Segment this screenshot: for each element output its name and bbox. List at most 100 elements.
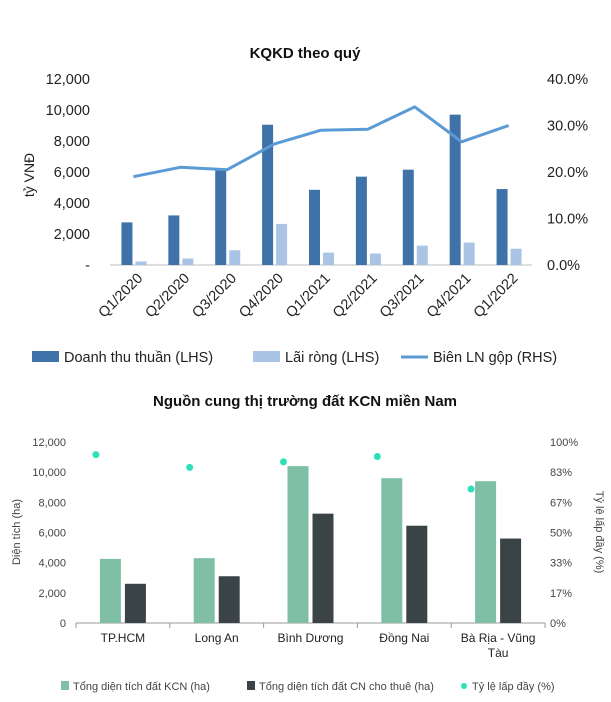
chart-2-x-ticks: TP.HCM Long An Bình Dương Đồng Nai Bà Rịa - … xyxy=(101,631,536,660)
chart-2-category-tick-marks xyxy=(75,623,546,628)
chart-2-legend: Tổng diện tích đất KCN (ha) Tổng diện tí… xyxy=(61,681,555,693)
bar-net-profit-q1-2021 xyxy=(323,252,334,265)
bar-net-profit-q3-2021 xyxy=(416,245,428,265)
bar-revenue-q1-2021 xyxy=(309,189,320,265)
bar-leasable-land-tp-hcm xyxy=(124,583,146,623)
y2-tick-label: 50% xyxy=(550,528,572,540)
y-tick-label: 8,000 xyxy=(54,134,90,150)
x-tick-label: Q1/2021 xyxy=(283,271,334,322)
line-gross-margin xyxy=(133,105,510,179)
chart-1-legend: Doanh thu thuần (LHS) Lãi ròng (LHS) Biê… xyxy=(32,350,557,366)
y-tick-label: 12,000 xyxy=(46,72,90,88)
chart-2-occupancy-points xyxy=(92,451,475,493)
x-tick-label: Q3/2020 xyxy=(189,271,240,322)
y2-tick-label: 40.0% xyxy=(547,72,588,88)
chart-1-title: KQKD theo quý xyxy=(250,45,361,62)
bar-net-profit-q4-2020 xyxy=(276,223,288,265)
y-tick-label: 2,000 xyxy=(38,588,66,600)
bar-total-land-ng-nai xyxy=(381,478,403,623)
legend-label-leasable-land: Tổng diện tích đất CN cho thuê (ha) xyxy=(259,681,434,693)
point-occupancy-long-an xyxy=(186,463,194,471)
bar-revenue-q2-2021 xyxy=(355,176,367,265)
y2-tick-label: 30.0% xyxy=(547,119,588,135)
x-tick-label: Q2/2020 xyxy=(143,271,194,322)
bar-revenue-q4-2020 xyxy=(262,124,274,265)
y-tick-label: 10,000 xyxy=(32,467,66,479)
chart-1-left-y-ticks: - 2,000 4,000 6,000 8,000 10,000 12,000 xyxy=(46,72,91,274)
bar-leasable-land-ng-nai xyxy=(406,525,428,623)
x-tick-label: Đồng Nai xyxy=(379,631,429,645)
y-tick-label: 8,000 xyxy=(38,497,66,509)
bar-revenue-q3-2020 xyxy=(215,170,227,265)
bar-net-profit-q1-2022 xyxy=(510,248,522,265)
y2-tick-label: 67% xyxy=(550,497,572,509)
y-tick-label: - xyxy=(85,258,90,274)
point-occupancy-ng-nai xyxy=(373,452,381,460)
legend-label-occupancy-rate: Tỷ lệ lấp đầy (%) xyxy=(472,681,555,693)
bar-net-profit-q2-2020 xyxy=(182,258,194,265)
y2-tick-label: 83% xyxy=(550,467,572,479)
y-tick-label: 12,000 xyxy=(32,437,66,449)
chart-2-right-y-ticks: 0% 17% 33% 50% 67% 83% 100% xyxy=(550,437,578,630)
x-tick-label: Bình Dương xyxy=(278,631,344,645)
bar-revenue-q1-2022 xyxy=(496,189,508,265)
y-tick-label: 6,000 xyxy=(54,165,90,181)
legend-swatch-revenue xyxy=(32,351,59,362)
y2-tick-label: 100% xyxy=(550,437,578,449)
point-occupancy-tp-hcm xyxy=(92,451,100,459)
legend-swatch-leasable-land xyxy=(247,681,255,690)
chart-2-left-y-ticks: 0 2,000 4,000 6,000 8,000 10,000 12,000 xyxy=(32,437,66,630)
legend-swatch-net-profit xyxy=(253,351,280,362)
chart-1-margin-line xyxy=(133,105,510,179)
y-tick-label: 10,000 xyxy=(46,103,90,119)
bar-revenue-q2-2020 xyxy=(168,215,180,265)
legend-label-gross-margin: Biên LN gộp (RHS) xyxy=(433,350,557,366)
chart-2-y-axis-label: Diện tích (ha) xyxy=(11,499,23,565)
y2-tick-label: 0.0% xyxy=(547,258,580,274)
bar-leasable-land-b-r-a-v-ng-t-u xyxy=(500,538,522,623)
x-tick-label: Q1/2020 xyxy=(96,271,147,322)
y2-tick-label: 0% xyxy=(550,618,566,630)
chart-1-bars xyxy=(121,114,522,266)
x-tick-label: Bà Rịa - Vũng xyxy=(461,631,536,645)
y-tick-label: 6,000 xyxy=(38,528,66,540)
y2-tick-label: 33% xyxy=(550,558,572,570)
point-occupancy-b-r-a-v-ng-t-u xyxy=(467,485,475,493)
x-tick-label: Q3/2021 xyxy=(377,271,428,322)
bar-net-profit-q4-2021 xyxy=(463,242,475,265)
x-tick-label: Tàu xyxy=(488,646,509,660)
bar-total-land-b-nh-d-ng xyxy=(287,466,309,623)
chart-2-title: Nguồn cung thị trường đất KCN miền Nam xyxy=(153,393,457,410)
bar-leasable-land-long-an xyxy=(218,576,240,623)
y-tick-label: 2,000 xyxy=(54,227,90,243)
chart-2-bars xyxy=(99,466,522,623)
bar-total-land-b-r-a-v-ng-t-u xyxy=(475,481,497,623)
legend-swatch-total-industrial-land xyxy=(61,681,69,690)
y2-tick-label: 17% xyxy=(550,588,572,600)
bar-leasable-land-b-nh-d-ng xyxy=(312,513,334,623)
bar-revenue-q1-2020 xyxy=(121,222,133,265)
legend-label-net-profit: Lãi ròng (LHS) xyxy=(285,350,379,366)
x-tick-label: Q1/2022 xyxy=(471,271,522,322)
y-tick-label: 0 xyxy=(60,618,66,630)
x-tick-label: Q2/2021 xyxy=(330,271,381,322)
bar-net-profit-q1-2020 xyxy=(135,261,147,265)
x-tick-label: Q4/2021 xyxy=(424,271,475,322)
bar-total-land-tp-hcm xyxy=(99,558,121,623)
bar-net-profit-q3-2020 xyxy=(229,250,241,265)
chart-2-y2-axis-label: Tỷ lệ lấp đầy (%) xyxy=(593,491,605,574)
x-tick-label: Long An xyxy=(195,631,239,645)
point-occupancy-b-nh-d-ng xyxy=(280,458,287,466)
legend-label-total-industrial-land: Tổng diện tích đất KCN (ha) xyxy=(73,681,210,693)
x-tick-label: Q4/2020 xyxy=(236,271,287,322)
chart-1-y-axis-label: tỷ VNĐ xyxy=(21,153,37,197)
chart-2-industrial-land-supply: Nguồn cung thị trường đất KCN miền Nam D… xyxy=(11,393,605,693)
chart-1-quarterly-results: KQKD theo quý tỷ VNĐ - 2,000 4,000 6,000 8,0… xyxy=(21,45,588,366)
bar-total-land-long-an xyxy=(193,558,215,623)
bar-revenue-q3-2021 xyxy=(402,169,414,265)
bar-net-profit-q2-2021 xyxy=(369,253,381,265)
bar-revenue-q4-2021 xyxy=(449,114,461,266)
chart-1-x-ticks: Q1/2020Q2/2020Q3/2020Q4/2020Q1/2021Q2/20… xyxy=(96,271,522,322)
chart-1-right-y-ticks: 0.0% 10.0% 20.0% 30.0% 40.0% xyxy=(547,72,588,274)
